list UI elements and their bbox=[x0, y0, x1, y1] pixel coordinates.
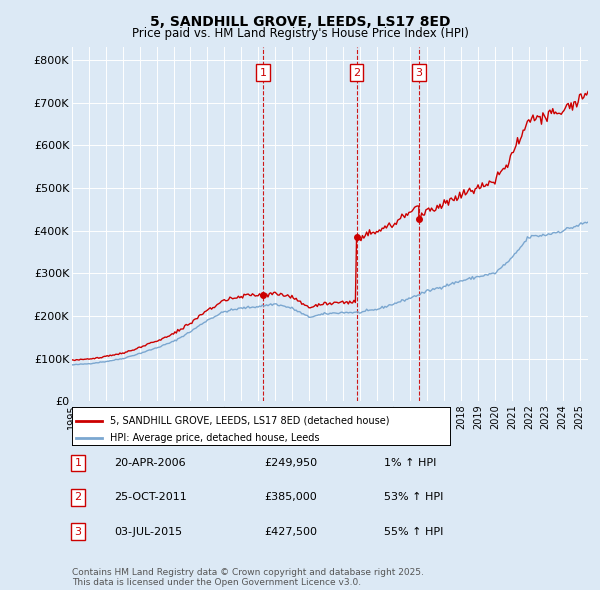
Text: 2: 2 bbox=[74, 493, 82, 502]
Text: 5, SANDHILL GROVE, LEEDS, LS17 8ED (detached house): 5, SANDHILL GROVE, LEEDS, LS17 8ED (deta… bbox=[110, 415, 389, 425]
Text: 1: 1 bbox=[74, 458, 82, 468]
Text: 1: 1 bbox=[260, 68, 266, 78]
Text: £385,000: £385,000 bbox=[264, 493, 317, 502]
Text: £427,500: £427,500 bbox=[264, 527, 317, 536]
Text: 53% ↑ HPI: 53% ↑ HPI bbox=[384, 493, 443, 502]
Text: 3: 3 bbox=[415, 68, 422, 78]
Text: 25-OCT-2011: 25-OCT-2011 bbox=[114, 493, 187, 502]
Text: 2: 2 bbox=[353, 68, 360, 78]
Text: 20-APR-2006: 20-APR-2006 bbox=[114, 458, 185, 468]
Text: 1% ↑ HPI: 1% ↑ HPI bbox=[384, 458, 436, 468]
Text: 55% ↑ HPI: 55% ↑ HPI bbox=[384, 527, 443, 536]
Text: 3: 3 bbox=[74, 527, 82, 536]
Text: £249,950: £249,950 bbox=[264, 458, 317, 468]
Text: Contains HM Land Registry data © Crown copyright and database right 2025.
This d: Contains HM Land Registry data © Crown c… bbox=[72, 568, 424, 587]
Text: Price paid vs. HM Land Registry's House Price Index (HPI): Price paid vs. HM Land Registry's House … bbox=[131, 27, 469, 40]
Text: HPI: Average price, detached house, Leeds: HPI: Average price, detached house, Leed… bbox=[110, 433, 319, 442]
Text: 03-JUL-2015: 03-JUL-2015 bbox=[114, 527, 182, 536]
Text: 5, SANDHILL GROVE, LEEDS, LS17 8ED: 5, SANDHILL GROVE, LEEDS, LS17 8ED bbox=[150, 15, 450, 29]
